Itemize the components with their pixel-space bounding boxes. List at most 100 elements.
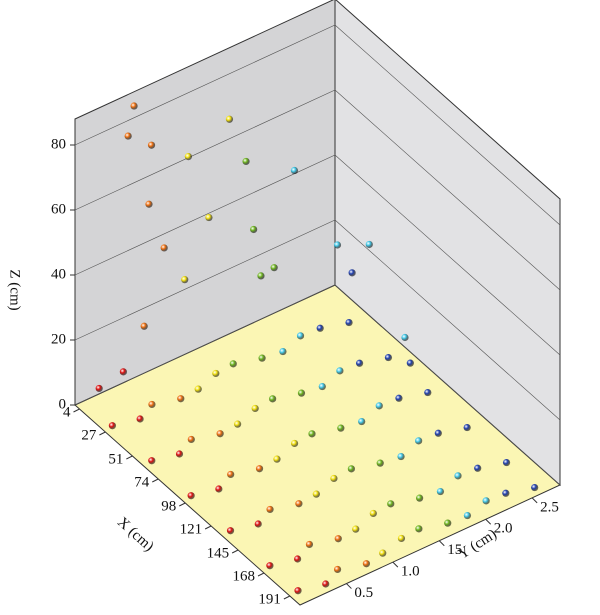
data-point [401, 333, 409, 342]
data-point [177, 395, 185, 403]
data-point [242, 157, 250, 166]
data-point [406, 359, 414, 367]
data-point [181, 276, 189, 284]
data-point [375, 402, 383, 410]
x-tick-label: 74 [134, 474, 150, 490]
data-point [358, 417, 366, 426]
data-point [355, 359, 364, 367]
data-point [148, 400, 156, 409]
data-point [334, 535, 342, 543]
data-point [269, 395, 277, 403]
data-point [184, 153, 192, 161]
data-point [279, 347, 287, 356]
data-point [333, 241, 342, 249]
z-tick-label: 60 [51, 201, 66, 217]
z-tick-label: 80 [51, 136, 66, 152]
x-tick-label: 51 [108, 451, 123, 467]
data-point [531, 483, 539, 492]
data-point [290, 439, 299, 448]
y-tick-label: 1.0 [401, 564, 420, 580]
data-point [312, 490, 320, 498]
data-point [258, 354, 266, 362]
data-point [147, 141, 156, 149]
y-tick-label: 0.5 [354, 585, 373, 601]
x-tick-label: 191 [258, 591, 281, 607]
data-point [336, 367, 344, 375]
tick-mark [346, 583, 352, 589]
data-point [387, 500, 395, 508]
data-point [251, 404, 259, 413]
data-point [395, 394, 403, 402]
data-point [463, 511, 472, 520]
data-point [216, 430, 224, 438]
data-point [130, 102, 138, 110]
z-axis-label: Z (cm) [7, 269, 23, 310]
z-tick-label: 20 [51, 331, 66, 347]
data-point [369, 509, 377, 518]
data-point [273, 455, 281, 463]
data-point [145, 200, 153, 208]
tick-mark [179, 502, 186, 507]
tick-mark [204, 525, 212, 530]
data-point [397, 534, 406, 543]
data-point [436, 487, 445, 496]
tick-mark [257, 572, 265, 577]
tick-mark [152, 478, 159, 483]
data-point [318, 382, 326, 391]
data-point [365, 240, 373, 249]
data-point [474, 464, 482, 472]
grid-line [74, 219, 561, 421]
data-point [482, 497, 490, 505]
data-point [140, 322, 148, 330]
data-point [348, 269, 356, 277]
grid-line [74, 24, 561, 226]
z-tick-label: 0 [59, 396, 67, 412]
data-point [229, 360, 237, 368]
data-point [444, 519, 452, 527]
tick-mark [73, 408, 80, 413]
data-point [290, 166, 299, 175]
data-point [416, 494, 424, 502]
y-tick-label: 2.0 [494, 521, 513, 537]
data-point [215, 485, 223, 493]
data-point [434, 429, 442, 437]
grid-line [74, 154, 561, 356]
tick-mark [438, 540, 445, 547]
y-tick-label: 2.5 [540, 499, 559, 515]
data-point [379, 549, 387, 557]
data-point [424, 388, 432, 397]
z-tick-label: 40 [51, 266, 66, 282]
data-point [187, 492, 195, 500]
data-point [194, 385, 202, 393]
data-point [108, 422, 117, 430]
data-point [308, 430, 316, 438]
tick-mark [126, 455, 133, 460]
data-point [502, 458, 511, 467]
data-point [463, 423, 471, 432]
data-point [234, 420, 242, 428]
data-point [415, 437, 423, 445]
data-point [297, 389, 306, 397]
grid-line [74, 89, 561, 291]
data-point [266, 505, 274, 514]
data-point [294, 587, 302, 595]
data-point [352, 525, 360, 533]
data-point [266, 562, 274, 570]
data-point [330, 474, 338, 483]
data-point [225, 115, 234, 123]
data-point [345, 318, 353, 327]
data-point [124, 132, 132, 140]
data-point [454, 472, 462, 480]
data-point [294, 555, 302, 563]
data-point [397, 452, 405, 461]
data-point [296, 332, 305, 340]
data-point [337, 424, 345, 432]
data-point [136, 415, 144, 423]
x-tick-label: 168 [233, 568, 256, 584]
x-tick-label: 121 [180, 521, 203, 537]
data-point [95, 384, 103, 393]
walls [74, 0, 561, 606]
data-point [257, 272, 265, 280]
data-point [148, 457, 156, 465]
tick-mark [99, 431, 106, 436]
